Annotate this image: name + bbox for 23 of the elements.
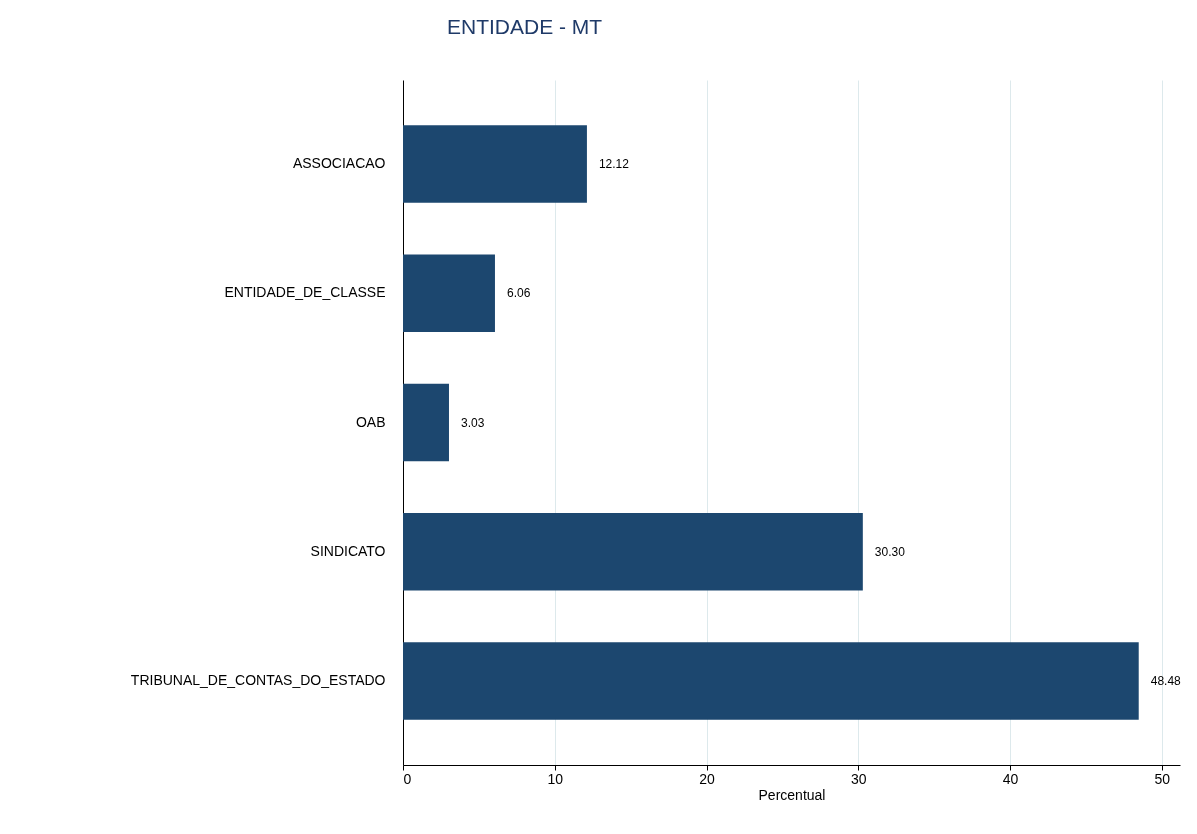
bar	[403, 254, 495, 333]
bar	[403, 512, 863, 591]
data-label: 12.12	[598, 157, 630, 172]
data-label: 6.06	[506, 286, 531, 301]
chart-title: ENTIDADE - MT	[447, 15, 603, 38]
x-tick-label: 10	[547, 770, 564, 787]
bar	[403, 642, 1139, 720]
y-tick-label: TRIBUNAL_DE_CONTAS_DO_ESTADO	[130, 671, 386, 688]
data-label: 48.48	[1150, 673, 1182, 688]
y-tick-label: ASSOCIACAO	[292, 155, 386, 172]
data-label: 30.30	[874, 544, 906, 559]
x-tick-label: 50	[1154, 770, 1171, 787]
x-tick-label: 20	[699, 770, 716, 787]
y-tick-label: ENTIDADE_DE_CLASSE	[224, 284, 386, 301]
y-tick-label: OAB	[355, 413, 386, 430]
data-label: 3.03	[460, 415, 485, 430]
x-tick-label: 40	[1002, 770, 1019, 787]
x-tick-label: 30	[850, 770, 867, 787]
bar	[403, 383, 449, 462]
y-tick-label: SINDICATO	[310, 542, 386, 559]
bar	[403, 125, 587, 203]
x-tick-label: 0	[403, 770, 412, 787]
x-axis-title: Percentual	[758, 786, 826, 803]
